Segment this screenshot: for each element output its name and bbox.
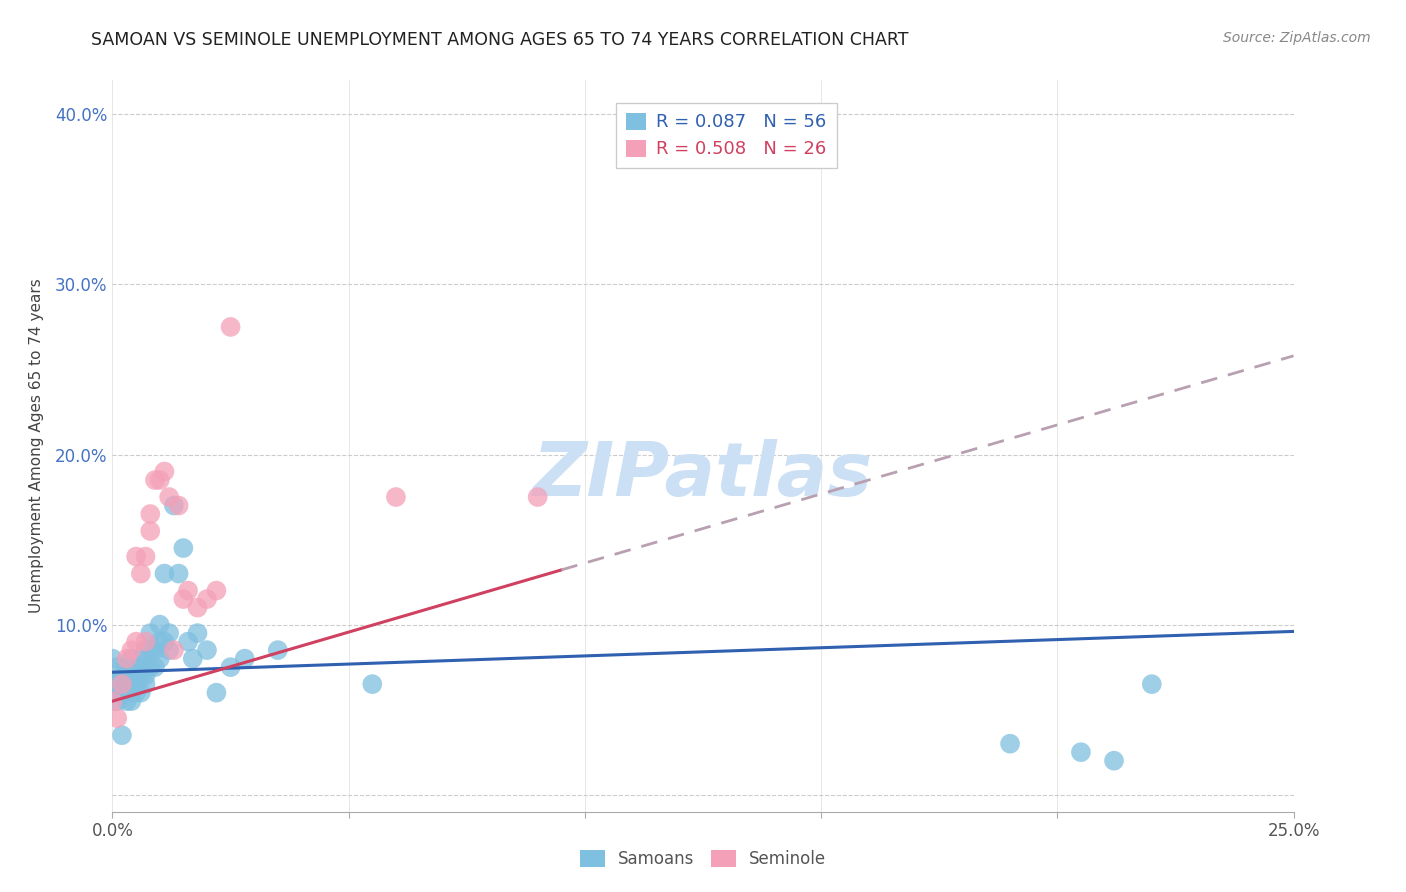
Point xyxy=(219,320,242,334)
Legend: Samoans, Seminole: Samoans, Seminole xyxy=(572,843,834,875)
Point xyxy=(120,694,142,708)
Point xyxy=(115,651,138,665)
Point xyxy=(172,592,194,607)
Point xyxy=(181,651,204,665)
Point xyxy=(233,651,256,665)
Text: SAMOAN VS SEMINOLE UNEMPLOYMENT AMONG AGES 65 TO 74 YEARS CORRELATION CHART: SAMOAN VS SEMINOLE UNEMPLOYMENT AMONG AG… xyxy=(91,31,908,49)
Point xyxy=(101,677,124,691)
Point xyxy=(125,686,148,700)
Point xyxy=(361,677,384,691)
Point xyxy=(139,660,162,674)
Point xyxy=(205,686,228,700)
Point xyxy=(139,626,162,640)
Point xyxy=(167,499,190,513)
Point xyxy=(153,465,176,479)
Point xyxy=(129,668,152,682)
Point xyxy=(153,566,176,581)
Point xyxy=(1070,745,1092,759)
Point xyxy=(157,626,180,640)
Point xyxy=(125,634,148,648)
Point xyxy=(115,668,138,682)
Point xyxy=(149,473,172,487)
Y-axis label: Unemployment Among Ages 65 to 74 years: Unemployment Among Ages 65 to 74 years xyxy=(30,278,44,614)
Point xyxy=(120,677,142,691)
Point xyxy=(115,677,138,691)
Point xyxy=(111,728,134,742)
Point xyxy=(149,634,172,648)
Point xyxy=(998,737,1021,751)
Point xyxy=(153,634,176,648)
Point xyxy=(186,626,208,640)
Point xyxy=(157,643,180,657)
Point xyxy=(120,686,142,700)
Point xyxy=(163,643,186,657)
Point xyxy=(125,549,148,564)
Point xyxy=(177,634,200,648)
Legend: R = 0.087   N = 56, R = 0.508   N = 26: R = 0.087 N = 56, R = 0.508 N = 26 xyxy=(616,103,837,168)
Point xyxy=(1102,754,1125,768)
Point xyxy=(195,643,218,657)
Point xyxy=(105,711,128,725)
Point xyxy=(111,668,134,682)
Point xyxy=(143,660,166,674)
Point xyxy=(205,583,228,598)
Point xyxy=(125,660,148,674)
Point xyxy=(120,651,142,665)
Point xyxy=(129,651,152,665)
Point xyxy=(143,473,166,487)
Point xyxy=(105,694,128,708)
Point xyxy=(195,592,218,607)
Point xyxy=(125,677,148,691)
Point xyxy=(129,566,152,581)
Point xyxy=(101,651,124,665)
Point xyxy=(111,686,134,700)
Point xyxy=(167,566,190,581)
Text: Source: ZipAtlas.com: Source: ZipAtlas.com xyxy=(1223,31,1371,45)
Point xyxy=(115,660,138,674)
Point xyxy=(111,677,134,691)
Text: ZIPatlas: ZIPatlas xyxy=(533,439,873,512)
Point xyxy=(186,600,208,615)
Point xyxy=(120,643,142,657)
Point xyxy=(526,490,548,504)
Point xyxy=(139,643,162,657)
Point xyxy=(1140,677,1163,691)
Point xyxy=(115,686,138,700)
Point xyxy=(139,524,162,538)
Point xyxy=(105,677,128,691)
Point xyxy=(163,499,186,513)
Point xyxy=(267,643,290,657)
Point xyxy=(149,651,172,665)
Point xyxy=(172,541,194,555)
Point xyxy=(135,668,157,682)
Point xyxy=(135,643,157,657)
Point xyxy=(177,583,200,598)
Point xyxy=(135,549,157,564)
Point xyxy=(105,660,128,674)
Point xyxy=(157,490,180,504)
Point xyxy=(135,634,157,648)
Point xyxy=(219,660,242,674)
Point xyxy=(115,694,138,708)
Point xyxy=(135,677,157,691)
Point xyxy=(139,507,162,521)
Point xyxy=(149,617,172,632)
Point xyxy=(143,643,166,657)
Point xyxy=(129,686,152,700)
Point xyxy=(135,660,157,674)
Point xyxy=(101,694,124,708)
Point xyxy=(385,490,408,504)
Point xyxy=(125,668,148,682)
